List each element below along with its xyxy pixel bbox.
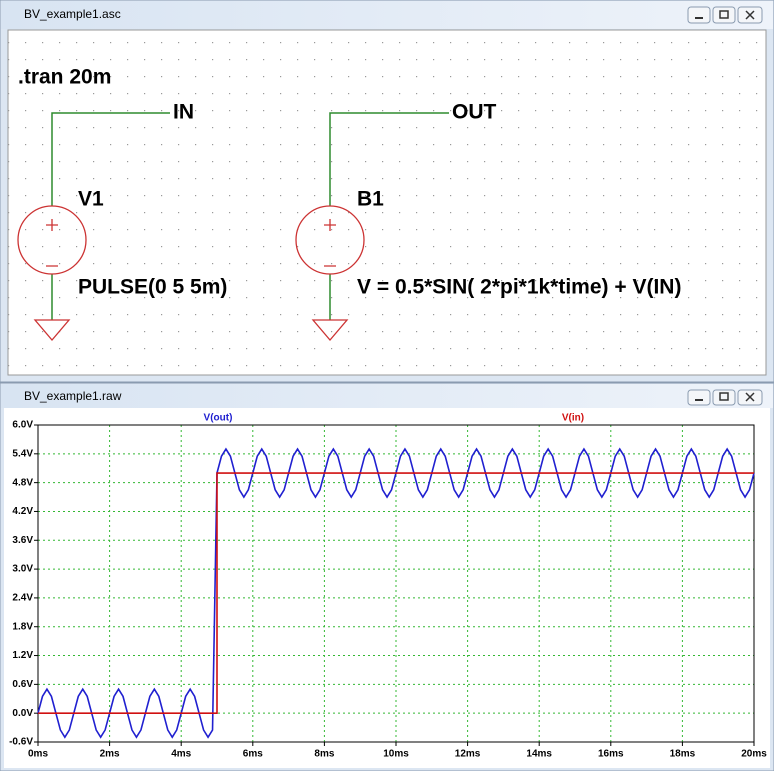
component-value: PULSE(0 5 5m): [78, 276, 227, 299]
y-tick-label: 1.2V: [12, 650, 33, 661]
window-title: BV_example1.raw: [24, 389, 122, 403]
plot-canvas: [4, 408, 770, 768]
x-tick-label: 10ms: [383, 749, 409, 760]
x-tick-label: 20ms: [741, 749, 767, 760]
schematic-window: BV_example1.asc .tran 20m IN V1 PULSE(0 …: [0, 0, 774, 383]
y-tick-label: 4.2V: [12, 506, 33, 517]
legend-entry: V(out): [204, 413, 233, 424]
y-tick-label: 3.6V: [12, 535, 33, 546]
window-buttons[interactable]: [687, 389, 763, 406]
y-tick-label: 0.0V: [12, 708, 33, 719]
component-name: V1: [78, 188, 104, 211]
net-label: OUT: [452, 101, 497, 124]
y-tick-label: 6.0V: [12, 420, 33, 431]
x-tick-label: 8ms: [314, 749, 334, 760]
plot-window: BV_example1.raw -0.6V 0.0V 0.6V 1.2V 1.8V 2.4…: [0, 382, 774, 771]
y-tick-label: 3.0V: [12, 564, 33, 575]
b1-symbol: [295, 112, 449, 342]
component-value: V = 0.5*SIN( 2*pi*1k*time) + V(IN): [357, 276, 681, 299]
v1-symbol: [17, 112, 170, 342]
x-tick-label: 6ms: [243, 749, 263, 760]
x-tick-label: 16ms: [598, 749, 624, 760]
legend-entry: V(in): [562, 413, 584, 424]
plot-frame: [37, 424, 755, 743]
y-tick-label: 1.8V: [12, 621, 33, 632]
x-tick-label: 12ms: [455, 749, 481, 760]
component-name: B1: [357, 188, 384, 211]
y-tick-label: 4.8V: [12, 477, 33, 488]
y-tick-label: 2.4V: [12, 593, 33, 604]
y-tick-label: 5.4V: [12, 448, 33, 459]
x-tick-label: 2ms: [100, 749, 120, 760]
window-title: BV_example1.asc: [24, 7, 121, 21]
y-tick-label: 0.6V: [12, 679, 33, 690]
net-label: IN: [173, 101, 194, 124]
spice-directive: .tran 20m: [18, 66, 111, 89]
trace: [38, 472, 754, 714]
title-bar: [1, 1, 773, 29]
x-tick-label: 14ms: [526, 749, 552, 760]
x-tick-label: 4ms: [171, 749, 191, 760]
x-tick-label: 18ms: [670, 749, 696, 760]
dot-grid: [8, 30, 766, 375]
title-bar: [1, 384, 773, 408]
x-tick-label: 0ms: [28, 749, 48, 760]
window-buttons[interactable]: [687, 6, 763, 24]
plot: -0.6V 0.0V 0.6V 1.2V 1.8V 2.4V 3.0V 3.6V 4.2V 4.8…: [9, 413, 767, 760]
y-tick-label: -0.6V: [9, 737, 33, 748]
